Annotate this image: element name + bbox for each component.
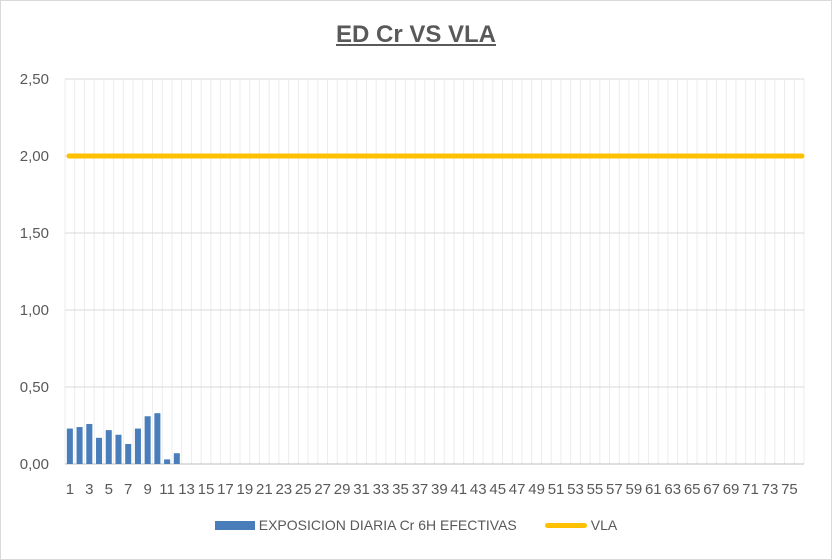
y-tick-label: 2,00: [20, 148, 49, 165]
bar: [105, 430, 112, 464]
x-tick-label: 19: [237, 481, 254, 498]
y-tick-label: 1,00: [20, 302, 49, 319]
x-tick-label: 13: [178, 481, 195, 498]
legend-swatch-bars: [214, 520, 255, 530]
bar: [115, 434, 122, 464]
legend: EXPOSICION DIARIA Cr 6H EFECTIVAS VLA: [1, 517, 831, 533]
x-tick-label: 47: [509, 481, 526, 498]
bar: [134, 428, 141, 464]
x-tick-label: 43: [470, 481, 487, 498]
bar: [144, 416, 151, 464]
x-tick-label: 3: [85, 481, 93, 498]
x-tick-label: 1: [66, 481, 74, 498]
chart-title: ED Cr VS VLA: [335, 21, 497, 48]
x-tick-label: 11: [159, 481, 175, 498]
bar: [154, 413, 161, 464]
legend-label-line: VLA: [590, 517, 618, 533]
y-tick-label: 2,50: [20, 71, 49, 88]
legend-label-bars: EXPOSICION DIARIA Cr 6H EFECTIVAS: [258, 517, 517, 533]
x-tick-label: 29: [334, 481, 351, 498]
x-tick-label: 63: [664, 481, 681, 498]
x-tick-label: 53: [567, 481, 584, 498]
x-tick-label: 59: [625, 481, 642, 498]
x-tick-label: 37: [412, 481, 429, 498]
y-tick-label: 0,00: [20, 456, 49, 473]
x-tick-label: 15: [198, 481, 215, 498]
bar: [96, 437, 103, 464]
x-tick-label: 7: [124, 481, 132, 498]
x-tick-label: 55: [587, 481, 604, 498]
x-tick-label: 21: [256, 481, 273, 498]
bar: [125, 443, 132, 464]
x-tick-label: 51: [548, 481, 565, 498]
y-tick-label: 1,50: [20, 225, 49, 242]
bar: [76, 427, 83, 464]
x-tick-label: 27: [314, 481, 331, 498]
y-tick-label: 0,50: [20, 379, 49, 396]
x-tick-label: 33: [373, 481, 390, 498]
x-tick-label: 73: [762, 481, 779, 498]
x-tick-label: 41: [450, 481, 467, 498]
x-tick-label: 25: [295, 481, 312, 498]
x-tick-label: 49: [528, 481, 545, 498]
bar: [173, 453, 180, 464]
x-tick-label: 75: [781, 481, 798, 498]
x-tick-label: 17: [217, 481, 234, 498]
bar: [86, 423, 93, 464]
legend-swatch-line: [544, 522, 587, 528]
x-tick-label: 71: [742, 481, 759, 498]
legend-item-line: VLA: [544, 517, 618, 533]
legend-item-bars: EXPOSICION DIARIA Cr 6H EFECTIVAS: [214, 517, 517, 533]
x-tick-label: 9: [143, 481, 151, 498]
x-tick-label: 35: [392, 481, 409, 498]
x-tick-label: 5: [105, 481, 113, 498]
x-tick-label: 39: [431, 481, 448, 498]
x-tick-label: 45: [489, 481, 506, 498]
x-tick-label: 67: [703, 481, 720, 498]
x-tick-label: 65: [684, 481, 701, 498]
x-tick-label: 61: [645, 481, 662, 498]
bar: [164, 459, 171, 464]
x-tick-label: 23: [275, 481, 292, 498]
x-tick-label: 31: [353, 481, 370, 498]
bar: [66, 428, 73, 464]
x-tick-label: 69: [723, 481, 740, 498]
x-tick-label: 57: [606, 481, 623, 498]
